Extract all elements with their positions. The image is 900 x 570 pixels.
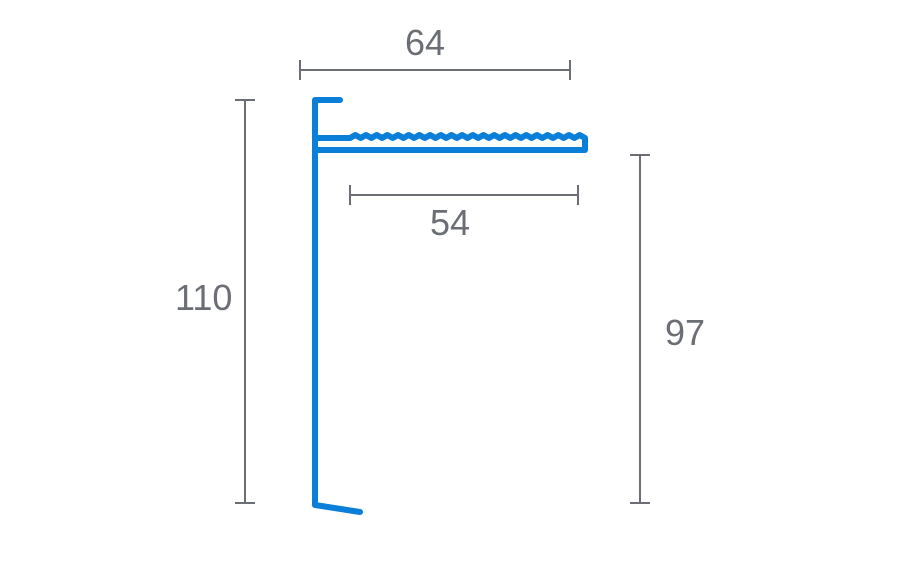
dim-overall-height: 110 (175, 100, 255, 503)
dim-overall-width-label: 64 (405, 22, 445, 63)
dim-riser-height: 97 (630, 155, 705, 503)
technical-drawing: 64 110 54 97 (0, 0, 900, 570)
profile-tread (345, 135, 585, 150)
dim-tread-width-label: 54 (430, 202, 470, 243)
profile-body (315, 100, 360, 512)
dim-overall-width: 64 (300, 22, 570, 80)
dim-riser-height-label: 97 (665, 312, 705, 353)
dim-tread-width: 54 (350, 185, 578, 243)
dim-overall-height-label: 110 (175, 277, 232, 318)
